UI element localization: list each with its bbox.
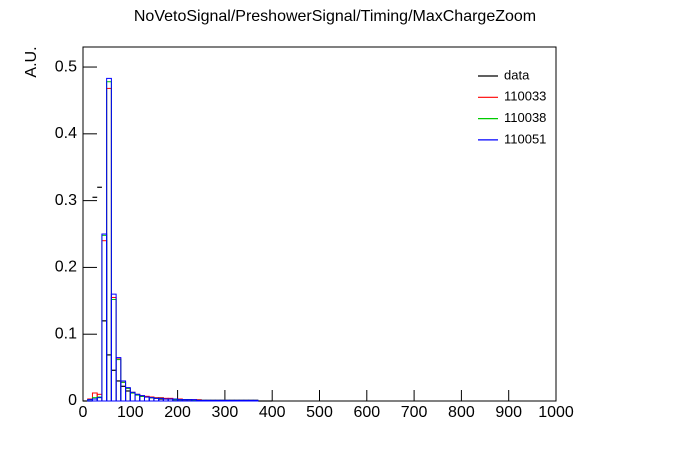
histogram-bar — [210, 399, 216, 402]
y-tick-label: 0.3 — [55, 192, 77, 209]
legend-label: 110033 — [504, 89, 546, 104]
y-tick-label: 0.1 — [55, 325, 77, 342]
x-tick-label: 100 — [117, 404, 144, 421]
histogram-bar — [248, 399, 254, 402]
x-tick-label: 600 — [353, 404, 380, 421]
x-tick-label: 200 — [164, 404, 191, 421]
histogram-bar — [115, 357, 122, 402]
y-tick-label: 0 — [68, 392, 77, 409]
legend-label: data — [504, 67, 530, 82]
y-axis-label: A.U. — [23, 46, 40, 77]
histogram-bar — [106, 77, 112, 402]
histogram-bar — [214, 399, 221, 402]
x-tick-label: 900 — [495, 404, 522, 421]
x-tick-label: 0 — [79, 404, 88, 421]
histogram-bar — [224, 399, 231, 402]
y-tick-label: 0.5 — [55, 58, 77, 75]
y-tick-label: 0.4 — [55, 125, 77, 142]
histogram-bar — [205, 399, 212, 402]
histogram-bar — [243, 399, 250, 402]
histogram-bar — [110, 293, 117, 402]
histogram-bar — [196, 399, 202, 402]
x-tick-label: 400 — [259, 404, 286, 421]
x-tick-label: 800 — [448, 404, 475, 421]
histogram-bar — [238, 399, 245, 402]
legend-label: 110038 — [504, 110, 546, 125]
chart-title: NoVetoSignal/PreshowerSignal/Timing/MaxC… — [134, 8, 536, 25]
histogram-bar — [252, 399, 259, 402]
x-tick-label: 1000 — [538, 404, 574, 421]
x-tick-label: 300 — [212, 404, 239, 421]
x-tick-label: 700 — [401, 404, 428, 421]
histogram-bar — [200, 399, 207, 402]
legend-label: 110051 — [504, 131, 546, 146]
histogram-bar — [233, 399, 240, 402]
histogram-bar — [229, 399, 235, 402]
x-tick-label: 500 — [306, 404, 333, 421]
histogram-bar — [219, 399, 226, 402]
y-tick-label: 0.2 — [55, 259, 77, 276]
